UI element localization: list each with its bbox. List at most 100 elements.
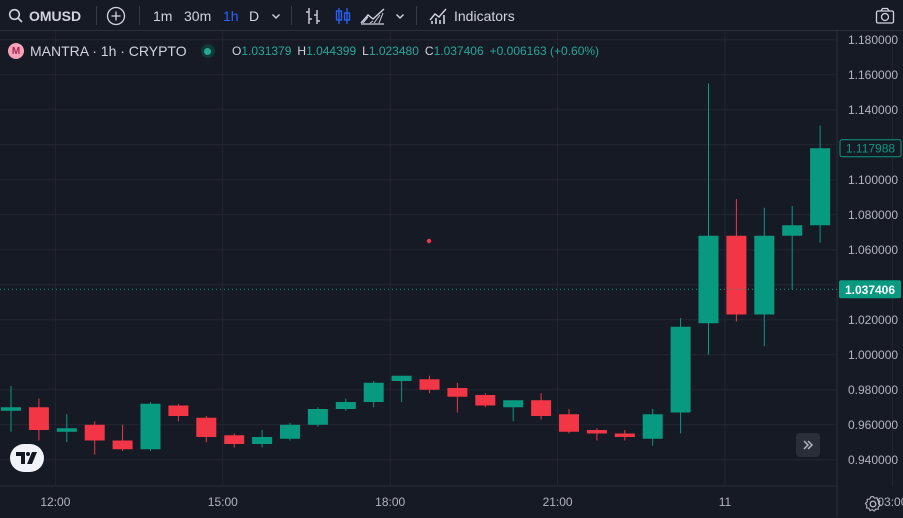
y-tick-label: 1.100000 bbox=[848, 173, 898, 187]
high-label: H bbox=[297, 44, 307, 58]
candle-body bbox=[224, 435, 245, 444]
candles bbox=[1, 83, 831, 455]
close-label: C bbox=[424, 44, 434, 58]
candle bbox=[252, 430, 273, 448]
gear-icon bbox=[864, 495, 882, 512]
candle-body bbox=[335, 402, 356, 409]
add-symbol-button[interactable] bbox=[106, 0, 126, 31]
mantra-logo-icon: M bbox=[8, 43, 24, 59]
chart-settings-button[interactable] bbox=[864, 495, 882, 513]
candle-body bbox=[1, 407, 21, 411]
symbol-name: OMUSD bbox=[29, 7, 82, 24]
scroll-to-realtime-button[interactable] bbox=[796, 433, 820, 457]
x-tick-label: 11 bbox=[719, 495, 732, 509]
interval-d[interactable]: D bbox=[249, 0, 259, 31]
high-value: 1.044399 bbox=[306, 44, 357, 58]
low-label: L bbox=[362, 44, 369, 58]
tradingview-logo-icon[interactable] bbox=[10, 444, 44, 472]
candle bbox=[586, 428, 607, 441]
candle-body bbox=[419, 379, 440, 390]
candle-body bbox=[586, 430, 607, 434]
candle-style-button[interactable] bbox=[333, 0, 353, 31]
candle bbox=[698, 83, 719, 355]
candle bbox=[810, 125, 831, 243]
chart-legend: M MANTRA · 1h · CRYPTO bbox=[8, 38, 215, 64]
x-tick-label: 15:00 bbox=[208, 495, 238, 509]
candle bbox=[307, 407, 328, 427]
bar-style-button[interactable] bbox=[303, 0, 323, 31]
marker-price-tag bbox=[839, 139, 902, 158]
interval-1m[interactable]: 1m bbox=[153, 0, 172, 31]
area-style-icon bbox=[360, 7, 385, 25]
toolbar-separator bbox=[96, 6, 97, 25]
indicators-label: Indicators bbox=[454, 7, 515, 24]
y-tick-label: 0.940000 bbox=[848, 453, 898, 467]
candle-body bbox=[28, 407, 49, 430]
toolbar-separator bbox=[291, 6, 292, 25]
candle bbox=[56, 414, 77, 443]
chevron-down-icon bbox=[396, 13, 404, 19]
y-tick-label: 0.960000 bbox=[848, 418, 898, 432]
candle bbox=[196, 416, 217, 443]
candle-body bbox=[84, 424, 105, 441]
candle-body bbox=[503, 400, 524, 408]
interval-1h[interactable]: 1h bbox=[223, 0, 239, 31]
price-axis: 0.940000 0.960000 0.980000 1.000000 1.020000… bbox=[848, 33, 898, 467]
y-tick-label: 1.140000 bbox=[848, 103, 898, 117]
y-tick-label: 0.980000 bbox=[848, 383, 898, 397]
indicators-button[interactable]: Indicators bbox=[428, 0, 515, 31]
candle bbox=[140, 402, 161, 451]
open-value: 1.031379 bbox=[241, 44, 292, 58]
candle bbox=[754, 207, 775, 346]
y-tick-label: 1.160000 bbox=[848, 68, 898, 82]
candle bbox=[531, 393, 552, 420]
add-symbol-icon bbox=[106, 6, 126, 25]
current-price-label: 1.037406 bbox=[845, 283, 895, 297]
candle bbox=[168, 403, 189, 422]
y-tick-label: 1.080000 bbox=[848, 208, 898, 222]
candle bbox=[84, 421, 105, 455]
candle bbox=[726, 199, 747, 322]
candle-body bbox=[168, 405, 189, 416]
symbol-search[interactable]: OMUSD bbox=[8, 0, 81, 31]
interval-dropdown[interactable] bbox=[270, 0, 282, 31]
candle bbox=[475, 393, 496, 408]
candle bbox=[419, 375, 440, 394]
area-style-button[interactable] bbox=[360, 0, 386, 31]
logo-letter: M bbox=[11, 45, 21, 57]
candle-body bbox=[447, 388, 468, 397]
candle bbox=[782, 206, 803, 290]
candle-body bbox=[307, 409, 328, 425]
chart-style-dropdown[interactable] bbox=[394, 0, 406, 31]
candle-body bbox=[559, 414, 579, 432]
x-tick-label: 12:00 bbox=[40, 495, 70, 509]
market-status-icon[interactable] bbox=[200, 44, 215, 58]
price-chart[interactable]: 0.940000 0.960000 0.980000 1.000000 1.020000… bbox=[0, 31, 903, 517]
time-axis: 12:0015:0018:0021:001103:0006:0009:0012:… bbox=[40, 495, 903, 509]
indicators-icon bbox=[429, 8, 447, 24]
change-value: +0.006163 (+0.60%) bbox=[489, 44, 600, 58]
y-tick-label: 1.180000 bbox=[848, 33, 898, 47]
y-tick-label: 1.000000 bbox=[848, 348, 898, 362]
marker-price-label: 1.117988 bbox=[846, 141, 895, 155]
candle-body bbox=[754, 235, 775, 315]
ohlc-values: O1.031379 H1.044399 L1.023480 C1.037406 … bbox=[232, 44, 599, 58]
double-chevron-right-icon bbox=[803, 440, 814, 450]
x-tick-label: 03:00 bbox=[877, 495, 903, 509]
candle bbox=[670, 318, 691, 434]
candle-body bbox=[280, 424, 300, 439]
open-label: O bbox=[232, 44, 242, 58]
interval-30m-label: 30m bbox=[184, 7, 212, 24]
candle-body bbox=[642, 414, 663, 439]
screenshot-button[interactable] bbox=[875, 0, 895, 31]
candle bbox=[112, 424, 133, 451]
top-toolbar: OMUSD 1m 30m 1h D Indicators bbox=[0, 0, 903, 31]
y-tick-label: 1.020000 bbox=[848, 313, 898, 327]
candle bbox=[447, 382, 468, 413]
candle-body bbox=[363, 382, 384, 402]
legend-title[interactable]: MANTRA · 1h · CRYPTO bbox=[30, 43, 187, 59]
interval-30m[interactable]: 30m bbox=[184, 0, 211, 31]
candle bbox=[614, 430, 635, 441]
candle bbox=[28, 398, 49, 441]
candle bbox=[335, 398, 356, 411]
